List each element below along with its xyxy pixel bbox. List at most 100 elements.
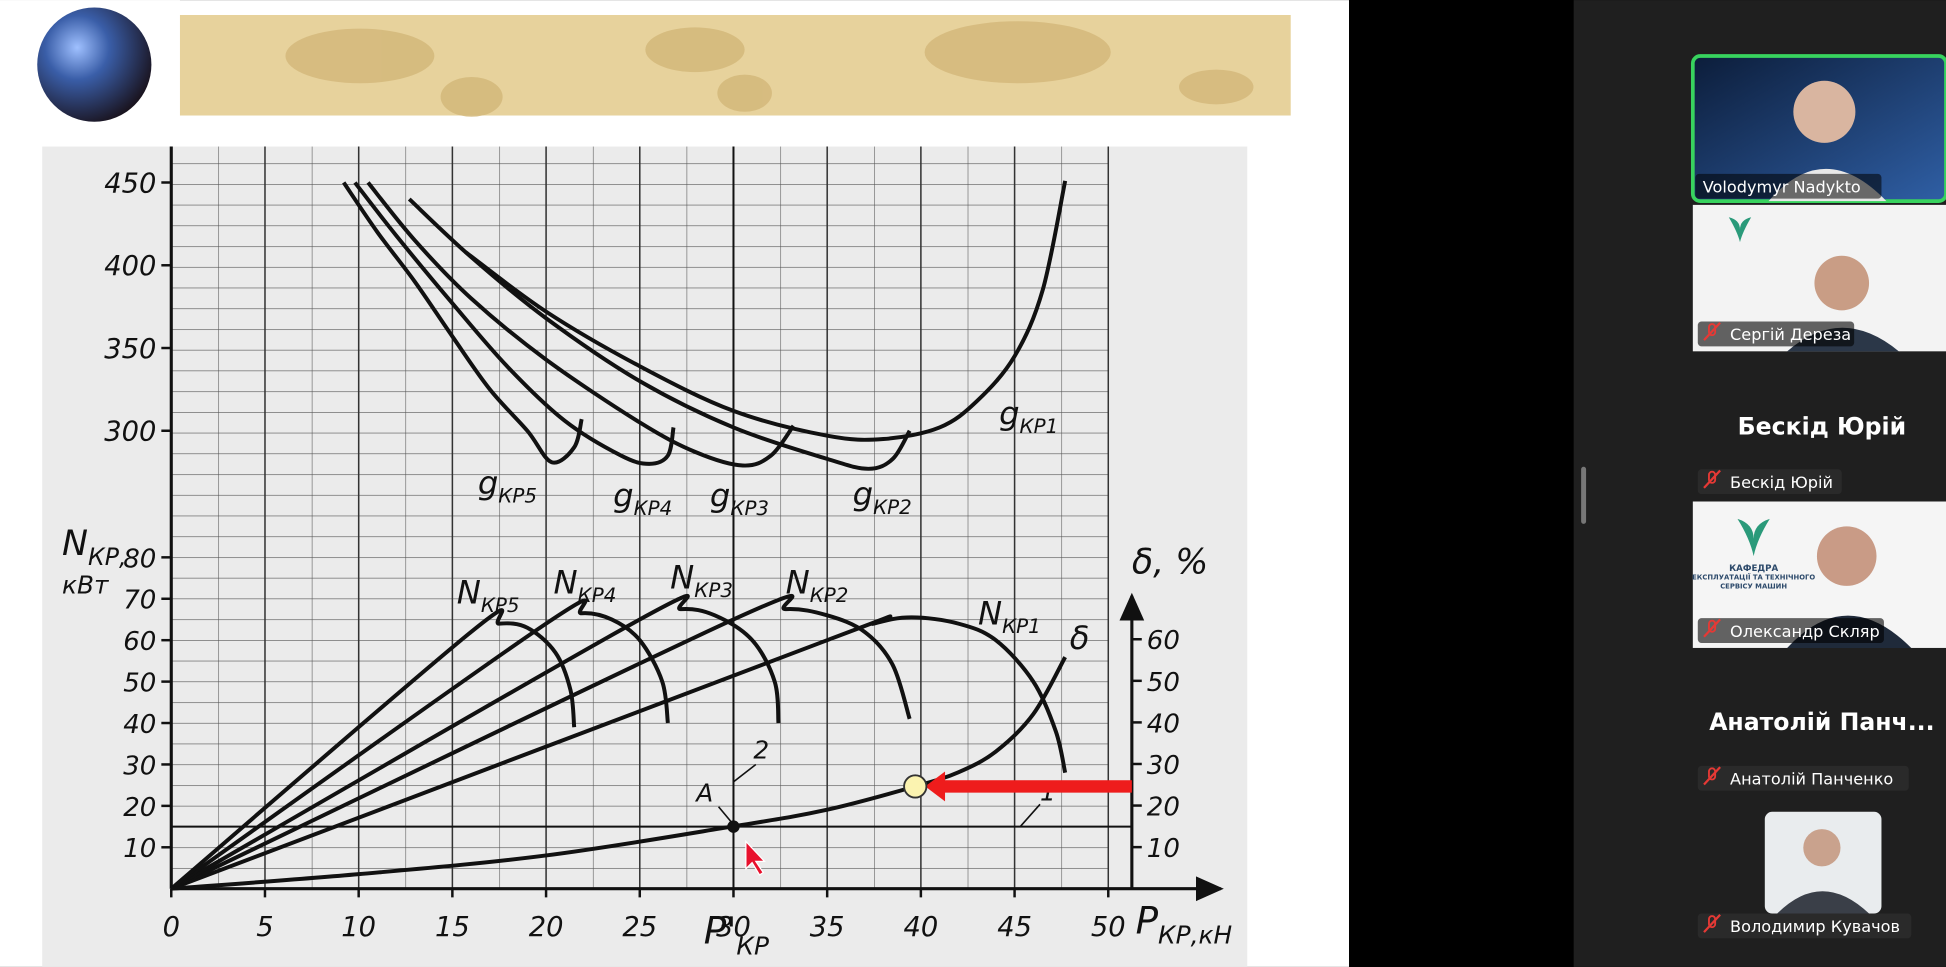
scrollbar[interactable] bbox=[1581, 466, 1587, 524]
curve bbox=[464, 180, 1068, 442]
logo-line: ЕКСПЛУАТАЦІЇ ТА ТЕХНІЧНОГО bbox=[1692, 573, 1815, 582]
face bbox=[1816, 526, 1877, 586]
banner-map bbox=[285, 21, 1254, 117]
face bbox=[1803, 829, 1841, 867]
point-a bbox=[727, 820, 740, 833]
x-tick-label: 15 bbox=[435, 912, 470, 943]
name-bg bbox=[1697, 913, 1912, 939]
y-tick-label: 60 bbox=[123, 627, 156, 657]
curve-label: NКР4 bbox=[554, 563, 617, 607]
reference-x-label: P'КР bbox=[704, 908, 769, 960]
x-tick-label: 25 bbox=[622, 912, 657, 943]
name-bg bbox=[1697, 618, 1884, 643]
x-tick-label: 40 bbox=[904, 912, 939, 943]
curve-label-part: КР1 bbox=[1020, 415, 1059, 438]
highlight-arrow bbox=[937, 780, 1132, 793]
leader bbox=[1019, 803, 1041, 828]
globe bbox=[37, 7, 152, 122]
curve-label-part: КР1 bbox=[1002, 615, 1041, 638]
curve-label-part: g bbox=[853, 475, 873, 513]
curve-label-part: N bbox=[554, 563, 578, 601]
curve-label: gКР5 bbox=[478, 464, 537, 508]
reference-x-label-part: P' bbox=[704, 908, 737, 952]
curve bbox=[170, 593, 912, 891]
curve-label-part: N bbox=[786, 563, 810, 601]
y2-axis-label: δ, % bbox=[1132, 542, 1208, 582]
participant-name: Volodymyr Nadykto bbox=[1703, 177, 1861, 196]
leader bbox=[732, 763, 757, 783]
y2-tick-label: 20 bbox=[1147, 792, 1180, 822]
mic-slash bbox=[1703, 322, 1721, 341]
x-tick-label: 45 bbox=[997, 912, 1032, 943]
curve-label-part: КР2 bbox=[873, 496, 912, 519]
curve-label: NКР5 bbox=[457, 573, 520, 617]
y-tick-label: 70 bbox=[123, 586, 156, 616]
cursor bbox=[745, 839, 766, 876]
curve-label: NКР2 bbox=[786, 563, 849, 607]
shirt bbox=[1777, 891, 1870, 914]
curve bbox=[170, 594, 781, 891]
y2-tick-label: 60 bbox=[1147, 626, 1180, 656]
mic-slash bbox=[1703, 469, 1721, 489]
y2-tick-label: 40 bbox=[1147, 709, 1180, 739]
y-tick-label: 80 bbox=[123, 544, 156, 574]
y-tick-label: 40 bbox=[123, 710, 156, 740]
y-axis-label-part: N bbox=[62, 524, 88, 564]
curve-label-part: g bbox=[710, 476, 730, 514]
y-axis-label-part: , bbox=[119, 543, 127, 571]
curve-label-part: N bbox=[670, 558, 694, 596]
mic-slash bbox=[1703, 766, 1721, 786]
curve-label: NКР1 bbox=[978, 594, 1041, 638]
name-bg bbox=[1695, 173, 1882, 199]
participant-name: Володимир Кувачов bbox=[1730, 917, 1900, 936]
x-tick-label: 20 bbox=[529, 912, 564, 943]
curve-label-part: КР3 bbox=[694, 579, 733, 602]
curve-label-part: N bbox=[978, 594, 1002, 632]
curve-label: δ bbox=[1070, 619, 1090, 657]
x-axis-label-part: ,кН bbox=[1191, 920, 1233, 949]
participant-name: Сергій Дереза bbox=[1730, 325, 1851, 344]
y-axis-label: NКР, bbox=[62, 524, 126, 571]
participant-name: Олександр Скляр bbox=[1730, 622, 1880, 641]
plot: 0 5 10 15 20 25 30 35 40 45 50 10 20 30 40 50 60 70 80 300 3… bbox=[62, 146, 1233, 960]
curve bbox=[170, 598, 670, 891]
curve-label-part: КР4 bbox=[578, 584, 617, 607]
name-bg bbox=[1697, 469, 1842, 495]
y-tick-label: 10 bbox=[123, 834, 156, 864]
x-tick-label: 35 bbox=[810, 912, 845, 943]
mic-slash bbox=[1703, 914, 1721, 933]
line-label: 2 bbox=[753, 735, 769, 764]
reference-x-label-part: КР bbox=[736, 931, 769, 960]
logo-line: СЕРВІСУ МАШИН bbox=[1720, 582, 1787, 590]
participant-name: Бескід Юрій bbox=[1730, 473, 1833, 492]
curve-label-part: КР5 bbox=[481, 594, 520, 617]
curve bbox=[170, 614, 1068, 891]
y3-tick-label: 300 bbox=[104, 417, 156, 448]
participant-name: Анатолій Панченко bbox=[1730, 769, 1893, 788]
logo bbox=[1728, 217, 1752, 243]
curve-label-part: КР2 bbox=[810, 584, 849, 607]
curve-label: NКР3 bbox=[670, 558, 733, 602]
curve bbox=[342, 181, 584, 465]
curve-label: gКР2 bbox=[853, 475, 912, 519]
y3-tick-label: 400 bbox=[104, 251, 156, 282]
x-axis-label-part: КР bbox=[1158, 920, 1191, 949]
y-tick-label: 50 bbox=[123, 669, 156, 699]
x-tick-label: 30 bbox=[716, 912, 751, 943]
curve-label-part: КР4 bbox=[634, 497, 673, 520]
x-axis-label-part: P bbox=[1136, 898, 1159, 942]
y-tick-label: 30 bbox=[123, 751, 156, 781]
face bbox=[1814, 255, 1870, 311]
x-tick-label: 50 bbox=[1091, 912, 1126, 943]
y3-tick-label: 450 bbox=[104, 168, 156, 199]
curve-label-part: g bbox=[613, 476, 633, 514]
point-label: A bbox=[694, 779, 713, 808]
mic-slash bbox=[1703, 618, 1721, 638]
curve bbox=[353, 181, 676, 466]
highlight-point bbox=[903, 774, 928, 799]
x-tick-label: 5 bbox=[256, 912, 273, 943]
y2-tick-label: 50 bbox=[1147, 668, 1180, 698]
curve-label-part: КР3 bbox=[730, 497, 769, 520]
